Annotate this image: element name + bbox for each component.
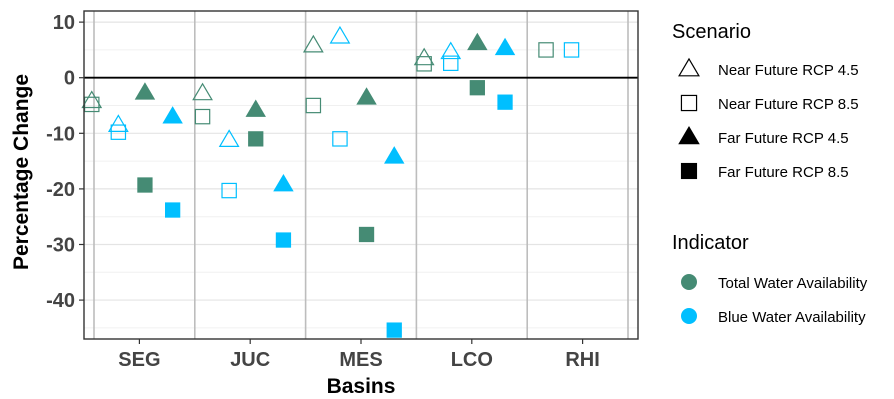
grid xyxy=(84,11,638,339)
data-point xyxy=(467,32,488,51)
scenario-legend-key xyxy=(680,162,698,180)
indicator-legend-title: Indicator xyxy=(672,232,749,254)
data-point xyxy=(110,124,127,140)
plot-background xyxy=(84,11,638,339)
scenario-legend-label: Far Future RCP 8.5 xyxy=(718,164,849,181)
y-tick-label: 10 xyxy=(53,12,75,34)
y-tick-label: -40 xyxy=(46,290,75,312)
data-point xyxy=(81,90,103,109)
data-point xyxy=(165,202,181,218)
data-point xyxy=(497,94,513,110)
data-point xyxy=(329,25,351,44)
scenario-legend-key xyxy=(678,57,700,77)
data-point xyxy=(248,131,264,147)
data-point xyxy=(137,177,153,193)
data-point xyxy=(273,173,294,192)
data-point xyxy=(192,82,213,101)
x-tick-label: JUC xyxy=(230,349,270,371)
scenario-legend-label: Far Future RCP 4.5 xyxy=(718,130,849,147)
indicator-legend-label: Total Water Availability xyxy=(718,275,868,292)
indicator-legend-key xyxy=(681,274,697,290)
scenario-legend-label: Near Future RCP 4.5 xyxy=(718,62,859,79)
indicator-legend-label: Blue Water Availability xyxy=(718,309,866,326)
x-tick-label: LCO xyxy=(451,349,493,371)
data-point xyxy=(218,129,240,148)
plot-area xyxy=(84,11,638,339)
y-axis-title: Percentage Change xyxy=(10,74,33,270)
data-point xyxy=(275,232,292,248)
scenario-legend-key xyxy=(678,125,700,145)
x-tick-label: MES xyxy=(339,349,382,371)
data-point xyxy=(538,42,554,58)
scenario-legend-title: Scenario xyxy=(672,21,751,43)
y-tick-label: -30 xyxy=(46,234,75,256)
data-point xyxy=(563,42,580,58)
data-point xyxy=(416,56,432,72)
data-point xyxy=(134,82,156,100)
scenario-legend-key xyxy=(680,94,698,112)
y-tick-label: -20 xyxy=(46,179,75,201)
data-point xyxy=(302,34,324,53)
data-points xyxy=(81,25,580,338)
data-point xyxy=(162,106,183,124)
y-tick-label: -10 xyxy=(46,123,75,145)
data-point xyxy=(107,114,129,132)
legend: Scenario Near Future RCP 4.5 Near Future R… xyxy=(672,21,868,326)
scenario-legend-label: Near Future RCP 8.5 xyxy=(718,96,859,113)
data-point xyxy=(305,97,322,114)
data-point xyxy=(221,182,237,199)
x-tick-label: RHI xyxy=(565,349,599,371)
indicator-legend-key xyxy=(681,308,697,324)
axes: 10 0 -10 -20 -30 -40 SEG JUC MES LCO RHI xyxy=(46,10,639,371)
data-point xyxy=(245,99,266,117)
data-point xyxy=(440,41,462,60)
data-point xyxy=(494,37,516,56)
data-point xyxy=(443,55,459,71)
x-tick-label: SEG xyxy=(118,349,160,371)
x-axis-title: Basins xyxy=(327,375,396,398)
data-point xyxy=(356,87,377,105)
data-point xyxy=(194,108,211,125)
data-point xyxy=(332,131,348,147)
y-tick-label: 0 xyxy=(64,68,75,90)
data-point xyxy=(386,322,402,338)
data-point xyxy=(469,80,485,96)
data-point xyxy=(384,146,405,164)
data-point xyxy=(358,226,375,243)
